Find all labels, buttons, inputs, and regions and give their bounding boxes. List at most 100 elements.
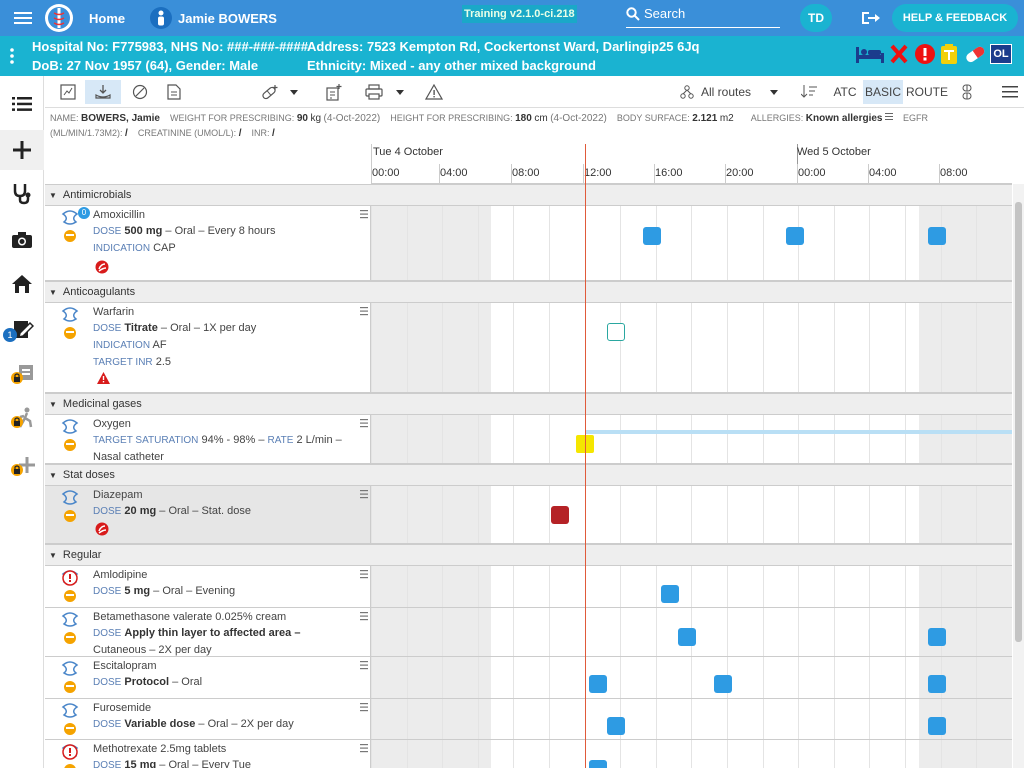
- med-row-warfarin[interactable]: Warfarin DOSE Titrate – Oral – 1X per da…: [45, 303, 1012, 393]
- med-info[interactable]: Warfarin DOSE Titrate – Oral – 1X per da…: [45, 303, 371, 392]
- dose-marker[interactable]: [643, 227, 661, 245]
- med-info[interactable]: Amlodipine DOSE 5 mg – Oral – Evening: [45, 566, 371, 607]
- dose-marker[interactable]: [589, 675, 607, 693]
- more-menu-icon[interactable]: [999, 80, 1021, 104]
- bed-icon[interactable]: [856, 45, 884, 66]
- group-header-medicinal-gases[interactable]: ▼ Medicinal gases: [45, 393, 1012, 415]
- stethoscope-icon[interactable]: [0, 174, 44, 214]
- row-menu-icon[interactable]: [360, 610, 368, 621]
- dose-marker[interactable]: [714, 675, 732, 693]
- search-box[interactable]: Search: [626, 0, 780, 28]
- camera-icon[interactable]: [0, 220, 44, 260]
- med-info[interactable]: Escitalopram DOSE Protocol – Oral: [45, 657, 371, 698]
- chevron-down-icon[interactable]: [767, 80, 781, 104]
- row-menu-icon[interactable]: [360, 568, 368, 579]
- clipboard-icon[interactable]: [941, 44, 957, 67]
- group-header-stat-doses[interactable]: ▼ Stat doses: [45, 464, 1012, 486]
- chevron-down-icon[interactable]: [393, 80, 407, 104]
- dose-marker[interactable]: [928, 717, 946, 735]
- med-row-oxygen[interactable]: Oxygen TARGET SATURATION 94% - 98% – RAT…: [45, 415, 1012, 464]
- dose-marker[interactable]: [678, 628, 696, 646]
- oxygen-continuous-bar[interactable]: [586, 430, 1012, 434]
- atc-view-button[interactable]: ATC: [833, 85, 857, 99]
- capsules-icon[interactable]: [955, 80, 979, 104]
- user-avatar[interactable]: TD: [800, 4, 832, 32]
- dose-marker[interactable]: [786, 227, 804, 245]
- med-row-diazepam[interactable]: Diazepam DOSE 20 mg – Oral – Stat. dose: [45, 486, 1012, 544]
- dose-marker[interactable]: [928, 628, 946, 646]
- group-header-regular[interactable]: ▼ Regular: [45, 544, 1012, 566]
- med-row-furosemide[interactable]: Furosemide DOSE Variable dose – Oral – 2…: [45, 699, 1012, 740]
- warning-icon[interactable]: [421, 80, 447, 104]
- warning-triangle-icon[interactable]: [97, 372, 110, 389]
- patient-menu-icon[interactable]: [10, 48, 14, 67]
- patient-name-header[interactable]: Jamie BOWERS: [178, 10, 277, 26]
- logout-icon[interactable]: [860, 0, 882, 36]
- collapse-triangle-icon[interactable]: ▼: [49, 470, 57, 480]
- dose-marker[interactable]: [661, 585, 679, 603]
- route-view-button[interactable]: ROUTE: [906, 85, 948, 99]
- home-discharge-icon[interactable]: [0, 264, 44, 304]
- med-row-amlodipine[interactable]: Amlodipine DOSE 5 mg – Oral – Evening: [45, 566, 1012, 608]
- dose-marker[interactable]: [928, 227, 946, 245]
- hamburger-menu-icon[interactable]: [14, 0, 42, 36]
- chart-view-icon[interactable]: [55, 80, 81, 104]
- med-info[interactable]: Furosemide DOSE Variable dose – Oral – 2…: [45, 699, 371, 739]
- med-info[interactable]: Diazepam DOSE 20 mg – Oral – Stat. dose: [45, 486, 371, 543]
- row-menu-icon[interactable]: [360, 701, 368, 712]
- help-feedback-button[interactable]: HELP & FEEDBACK: [892, 4, 1018, 32]
- edit-notes-icon[interactable]: [0, 310, 44, 350]
- pending-dose-marker[interactable]: [607, 323, 625, 341]
- stat-dose-marker[interactable]: [551, 506, 569, 524]
- routes-select[interactable]: All routes: [701, 85, 752, 99]
- med-row-amoxicillin[interactable]: 0 Amoxicillin DOSE 500 mg – Oral – Every…: [45, 206, 1012, 281]
- collapse-triangle-icon[interactable]: ▼: [49, 287, 57, 297]
- search-input[interactable]: Search: [644, 6, 686, 21]
- med-row-escitalopram[interactable]: Escitalopram DOSE Protocol – Oral: [45, 657, 1012, 699]
- collapse-triangle-icon[interactable]: ▼: [49, 190, 57, 200]
- print-icon[interactable]: [361, 80, 387, 104]
- list-view-icon[interactable]: [0, 84, 44, 124]
- med-info[interactable]: 0 Amoxicillin DOSE 500 mg – Oral – Every…: [45, 206, 371, 280]
- home-link[interactable]: Home: [89, 10, 126, 26]
- antibiotic-review-icon[interactable]: [95, 260, 109, 279]
- row-menu-icon[interactable]: [360, 742, 368, 753]
- vertical-scrollbar[interactable]: [1013, 184, 1024, 768]
- row-menu-icon[interactable]: [360, 208, 368, 219]
- med-row-methotrexate[interactable]: Methotrexate 2.5mg tablets DOSE 15 mg – …: [45, 740, 1012, 768]
- alert-icon[interactable]: [915, 44, 935, 67]
- med-row-betamethasone[interactable]: Betamethasone valerate 0.025% cream DOSE…: [45, 608, 1012, 657]
- chevron-down-icon[interactable]: [287, 80, 301, 104]
- locked-records-icon[interactable]: [0, 354, 44, 394]
- collapse-triangle-icon[interactable]: ▼: [49, 550, 57, 560]
- locked-add-icon[interactable]: [0, 446, 44, 486]
- scrollbar-thumb[interactable]: [1015, 202, 1022, 642]
- row-menu-icon[interactable]: [360, 659, 368, 670]
- dose-marker[interactable]: [928, 675, 946, 693]
- calculator-add-icon[interactable]: [321, 80, 347, 104]
- medication-pill-icon[interactable]: [963, 44, 987, 67]
- allergies-menu-icon[interactable]: [884, 113, 893, 121]
- locked-walking-icon[interactable]: [0, 398, 44, 438]
- document-icon[interactable]: [161, 80, 187, 104]
- group-header-antimicrobials[interactable]: ▼ Antimicrobials: [45, 184, 1012, 206]
- med-info[interactable]: Betamethasone valerate 0.025% cream DOSE…: [45, 608, 371, 656]
- ol-badge[interactable]: OL: [990, 44, 1012, 64]
- pill-view-icon[interactable]: [127, 80, 153, 104]
- med-info[interactable]: Methotrexate 2.5mg tablets DOSE 15 mg – …: [45, 740, 371, 768]
- row-menu-icon[interactable]: [360, 305, 368, 316]
- add-medication-icon[interactable]: [257, 80, 283, 104]
- collapse-triangle-icon[interactable]: ▼: [49, 399, 57, 409]
- add-icon[interactable]: [0, 130, 44, 170]
- administration-view-icon[interactable]: [85, 80, 121, 104]
- row-menu-icon[interactable]: [360, 417, 368, 428]
- controlled-drug-icon[interactable]: [95, 522, 109, 541]
- no-resus-icon[interactable]: [890, 44, 908, 67]
- basic-view-button[interactable]: BASIC: [863, 80, 903, 104]
- med-info[interactable]: Oxygen TARGET SATURATION 94% - 98% – RAT…: [45, 415, 371, 463]
- allergies-value[interactable]: Known allergies: [805, 113, 883, 124]
- sort-icon[interactable]: [799, 80, 819, 104]
- group-header-anticoagulants[interactable]: ▼ Anticoagulants: [45, 281, 1012, 303]
- row-menu-icon[interactable]: [360, 488, 368, 499]
- dose-marker[interactable]: [607, 717, 625, 735]
